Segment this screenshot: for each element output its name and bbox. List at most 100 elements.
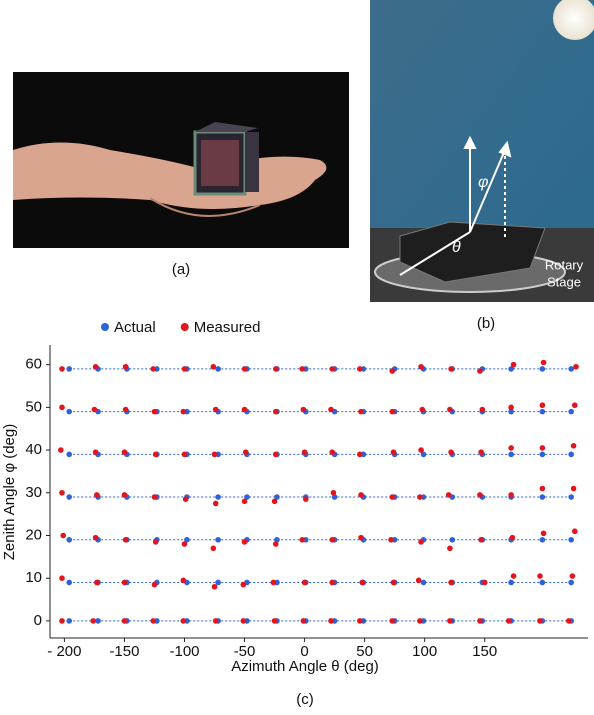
point: [508, 580, 514, 586]
point: [272, 499, 278, 505]
point: [123, 537, 129, 543]
point: [421, 580, 427, 586]
point: [506, 618, 512, 624]
point: [302, 580, 308, 586]
point: [58, 447, 64, 453]
point: [508, 405, 514, 411]
point: [540, 402, 546, 408]
point: [212, 452, 218, 458]
photo-label: φ: [478, 174, 488, 191]
point: [358, 409, 364, 415]
point: [418, 364, 424, 370]
point: [508, 452, 514, 458]
point: [150, 366, 156, 372]
point: [66, 537, 72, 543]
point: [180, 409, 186, 415]
point: [92, 407, 98, 413]
point: [447, 618, 453, 624]
point: [272, 618, 278, 624]
point: [391, 580, 397, 586]
point: [541, 531, 547, 537]
x-tick-label: -50: [234, 643, 256, 660]
point: [273, 366, 279, 372]
point: [122, 618, 128, 624]
point: [271, 580, 277, 586]
point: [391, 449, 397, 455]
point: [570, 573, 576, 579]
x-tick-label: -100: [169, 643, 199, 660]
point: [389, 368, 395, 374]
point: [213, 501, 219, 507]
point: [242, 366, 248, 372]
x-tick-label: 100: [412, 643, 437, 660]
point: [511, 362, 517, 368]
y-tick-label: 50: [25, 398, 42, 415]
point: [568, 452, 574, 458]
point: [152, 409, 158, 415]
point: [153, 452, 159, 458]
y-tick-label: 0: [34, 612, 42, 629]
point: [447, 546, 453, 552]
point: [359, 580, 365, 586]
point: [389, 618, 395, 624]
y-tick-label: 20: [25, 526, 42, 543]
point: [122, 580, 128, 586]
point: [183, 496, 189, 502]
x-tick-label: - 200: [47, 643, 81, 660]
point: [303, 496, 309, 502]
point: [93, 364, 99, 370]
point: [152, 494, 158, 500]
point: [299, 366, 305, 372]
point: [329, 366, 335, 372]
point: [241, 618, 247, 624]
point: [242, 407, 248, 413]
point: [211, 364, 217, 370]
point: [446, 492, 452, 498]
photo-label: Stage: [547, 274, 581, 289]
point: [243, 449, 249, 455]
point: [540, 452, 546, 458]
point: [66, 452, 72, 458]
point: [59, 618, 65, 624]
point: [511, 573, 517, 579]
point: [573, 364, 579, 370]
point: [419, 407, 425, 413]
point: [508, 492, 514, 498]
point: [66, 618, 72, 624]
point: [331, 490, 337, 496]
point: [329, 580, 335, 586]
point: [540, 537, 546, 543]
point: [66, 494, 72, 500]
point: [302, 449, 308, 455]
point: [540, 445, 546, 451]
point: [568, 494, 574, 500]
point: [389, 494, 395, 500]
point: [447, 407, 453, 413]
point: [93, 449, 99, 455]
caption: (a): [172, 261, 190, 278]
point: [540, 580, 546, 586]
point: [90, 618, 96, 624]
point: [212, 584, 218, 590]
point: [182, 366, 188, 372]
point: [273, 452, 279, 458]
point: [571, 443, 577, 449]
point: [215, 494, 221, 500]
point: [60, 533, 66, 539]
x-tick-label: 150: [472, 643, 497, 660]
point: [477, 618, 483, 624]
point: [242, 539, 248, 545]
point: [213, 618, 219, 624]
point: [59, 575, 65, 581]
point: [273, 541, 279, 547]
point: [510, 535, 516, 541]
point: [122, 449, 128, 455]
legend-label: Actual: [114, 319, 156, 336]
point: [93, 535, 99, 541]
legend-marker: [181, 323, 189, 331]
figure: (a) φ θ Rotary Stage (b) (c) Azimuth Ang…: [0, 0, 594, 715]
point: [572, 402, 578, 408]
point: [388, 537, 394, 543]
point: [180, 578, 186, 584]
point: [482, 580, 488, 586]
